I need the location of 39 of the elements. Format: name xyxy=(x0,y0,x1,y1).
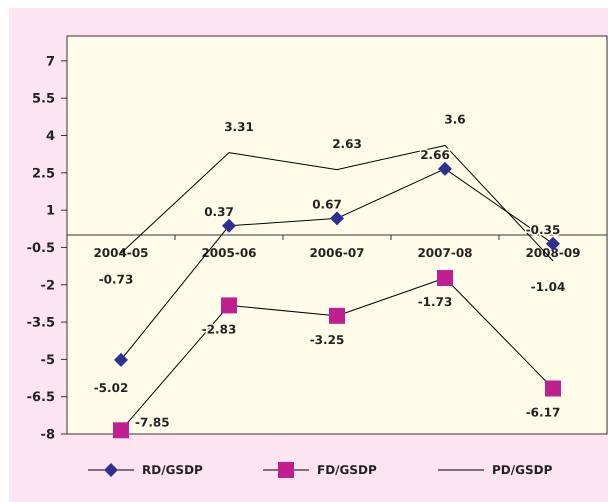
y-tick-label: -3.5 xyxy=(26,316,55,331)
y-tick-label: 5.5 xyxy=(32,92,55,107)
y-tick-label: -0.5 xyxy=(26,240,55,256)
data-label: -1.73 xyxy=(418,295,452,310)
point xyxy=(438,162,452,176)
point xyxy=(222,218,236,233)
point xyxy=(113,422,129,438)
point xyxy=(114,352,128,367)
data-label: -7.85 xyxy=(135,415,170,430)
data-label: 3.31 xyxy=(224,120,254,134)
y-tick-label: 7 xyxy=(46,54,55,70)
y-tick-label: -6.5 xyxy=(26,390,55,406)
data-label: 0.37 xyxy=(204,204,234,219)
data-label: -0.73 xyxy=(98,272,134,286)
data-label: -5.02 xyxy=(94,381,128,396)
data-label: -1.04 xyxy=(530,280,566,294)
point xyxy=(437,270,453,286)
y-tick-label: 4 xyxy=(46,129,55,144)
x-tick-label: 2006-07 xyxy=(309,246,365,260)
data-label: 2.63 xyxy=(332,136,362,151)
legend-label: FD/GSDP xyxy=(317,463,377,478)
data-label: 3.6 xyxy=(444,112,466,127)
legend-label: RD/GSDP xyxy=(142,463,204,478)
point xyxy=(330,211,344,226)
x-tick-label: 2007-08 xyxy=(417,246,473,260)
y-tick-label: 2.5 xyxy=(32,166,55,182)
point xyxy=(221,297,237,314)
data-label: 0.67 xyxy=(312,198,342,212)
data-label: -6.17 xyxy=(526,406,560,420)
y-tick-label: -2 xyxy=(40,278,55,294)
y-tick-label: -8 xyxy=(40,428,55,443)
legend-label: PD/GSDP xyxy=(492,463,553,478)
y-tick-label: 1 xyxy=(46,204,55,219)
data-label: -3.25 xyxy=(310,333,344,348)
y-tick-label: -5 xyxy=(40,352,55,368)
point xyxy=(545,380,561,396)
x-tick-label: 2004-05 xyxy=(93,246,149,260)
data-label: 2.66 xyxy=(420,148,450,162)
point xyxy=(329,308,345,324)
